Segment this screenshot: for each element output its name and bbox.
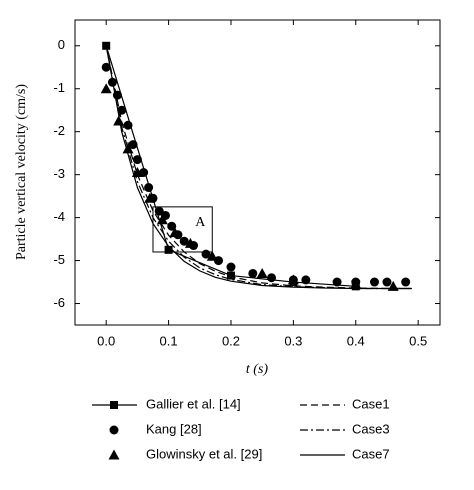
triangle-marker [108,449,120,460]
triangle-marker [144,192,156,203]
y-tick-label: 0 [58,37,65,52]
x-tick-label: 0.5 [409,333,427,348]
x-tick-label: 0.2 [222,333,240,348]
circle-marker [167,221,177,231]
series-line [105,45,412,290]
series-line [105,45,412,290]
y-tick-label: -2 [53,123,65,138]
circle-marker [369,277,379,287]
x-tick-label: 0.4 [347,333,365,348]
circle-marker [109,425,119,435]
square-marker [164,245,173,254]
y-tick-label: -5 [53,252,65,267]
circle-marker [248,268,258,278]
circle-marker [179,236,189,246]
legend-label: Case1 [352,396,390,411]
y-tick-label: -3 [53,166,65,181]
circle-marker [332,277,342,287]
x-tick-label: 0.3 [284,333,302,348]
series [102,41,360,291]
y-tick-label: -4 [53,209,65,224]
y-tick-label: -1 [53,80,65,95]
series-line [105,45,412,290]
triangle-marker [184,237,196,248]
circle-marker [201,249,211,259]
zoom-box [152,206,213,253]
circle-marker [301,275,311,285]
x-tick-label: 0.0 [97,333,115,348]
series [101,62,411,287]
circle-marker [382,277,392,287]
circle-marker [401,277,411,287]
legend-label: Case7 [352,446,390,461]
circle-marker [128,140,138,150]
legend-label: Glowinsky et al. [29] [146,446,262,461]
circle-marker [144,183,154,193]
x-axis-label: t (s) [246,362,269,377]
circle-marker [226,262,236,272]
circle-marker [123,120,133,130]
series [105,45,412,290]
triangle-marker [256,267,268,278]
triangle-marker [169,227,181,238]
triangle-marker [206,250,218,261]
circle-marker [101,62,111,72]
legend-label: Case3 [352,421,390,436]
y-tick-label: -6 [53,295,65,310]
series [105,45,412,290]
plot-frame [74,19,441,326]
legend-label: Gallier et al. [14] [146,396,241,411]
triangle-marker [287,274,299,285]
legend-label: Kang [28] [146,421,202,436]
x-tick-label: 0.1 [160,333,178,348]
series-line [105,45,356,287]
triangle-marker [156,214,168,225]
triangle-marker [131,167,143,177]
y-axis-label: Particle vertical velocity (cm/s) [14,84,29,260]
square-marker [110,401,118,409]
triangle-marker [100,83,112,94]
circle-marker [132,155,142,165]
triangle-marker [350,278,362,289]
series [105,45,412,290]
circle-marker [267,273,277,283]
square-marker [226,271,235,280]
annotation-label: A [195,215,206,230]
triangle-marker [122,143,134,154]
